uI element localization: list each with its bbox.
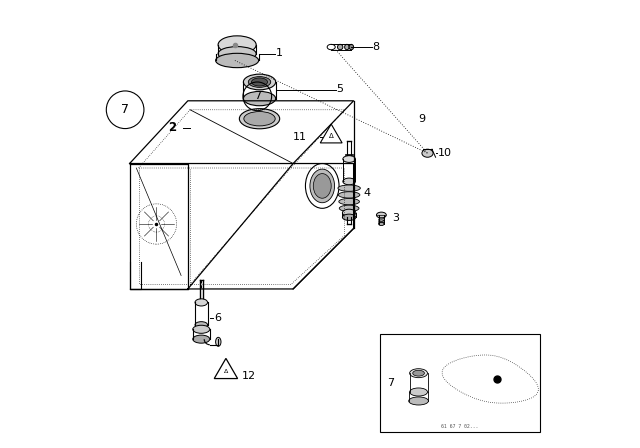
- Ellipse shape: [349, 44, 354, 50]
- Ellipse shape: [193, 335, 210, 343]
- Text: 8: 8: [372, 42, 380, 52]
- Ellipse shape: [413, 370, 424, 376]
- Ellipse shape: [314, 174, 332, 198]
- Text: 6: 6: [214, 313, 221, 323]
- Ellipse shape: [410, 388, 428, 396]
- Text: 12: 12: [242, 371, 256, 381]
- Text: 9: 9: [419, 114, 426, 124]
- Text: 4: 4: [364, 188, 371, 198]
- Ellipse shape: [343, 155, 355, 162]
- Ellipse shape: [337, 44, 343, 50]
- Ellipse shape: [339, 205, 359, 211]
- Text: 1: 1: [276, 48, 283, 58]
- Text: 3: 3: [392, 213, 399, 223]
- Text: 7: 7: [253, 91, 261, 101]
- Text: 2: 2: [168, 121, 176, 134]
- Ellipse shape: [244, 112, 275, 126]
- Text: 11: 11: [293, 132, 307, 142]
- Ellipse shape: [310, 169, 335, 203]
- Ellipse shape: [410, 369, 428, 378]
- Text: 61 67 7 02...: 61 67 7 02...: [442, 424, 479, 429]
- Text: Δ: Δ: [329, 133, 333, 139]
- Text: 10: 10: [438, 148, 452, 158]
- Ellipse shape: [422, 149, 433, 157]
- Ellipse shape: [243, 91, 276, 106]
- Ellipse shape: [248, 77, 271, 87]
- Ellipse shape: [193, 325, 210, 333]
- Ellipse shape: [243, 74, 276, 90]
- Ellipse shape: [239, 109, 280, 129]
- Ellipse shape: [342, 209, 356, 216]
- Ellipse shape: [409, 397, 428, 405]
- Ellipse shape: [195, 299, 207, 306]
- Polygon shape: [214, 358, 237, 379]
- Text: 5: 5: [337, 84, 344, 94]
- Bar: [380, 334, 540, 432]
- Text: Δ: Δ: [224, 369, 228, 374]
- Ellipse shape: [218, 47, 256, 61]
- Text: 7: 7: [387, 378, 394, 388]
- Ellipse shape: [216, 53, 259, 68]
- Ellipse shape: [343, 178, 355, 185]
- Ellipse shape: [342, 214, 356, 220]
- Ellipse shape: [345, 44, 349, 50]
- Ellipse shape: [339, 198, 360, 205]
- Ellipse shape: [339, 192, 360, 198]
- Ellipse shape: [216, 337, 221, 346]
- Text: 7: 7: [121, 103, 129, 116]
- Ellipse shape: [379, 223, 384, 226]
- Ellipse shape: [252, 78, 268, 86]
- Ellipse shape: [195, 322, 207, 328]
- Ellipse shape: [376, 212, 387, 218]
- Ellipse shape: [218, 36, 256, 54]
- Polygon shape: [320, 124, 342, 143]
- Ellipse shape: [338, 185, 360, 191]
